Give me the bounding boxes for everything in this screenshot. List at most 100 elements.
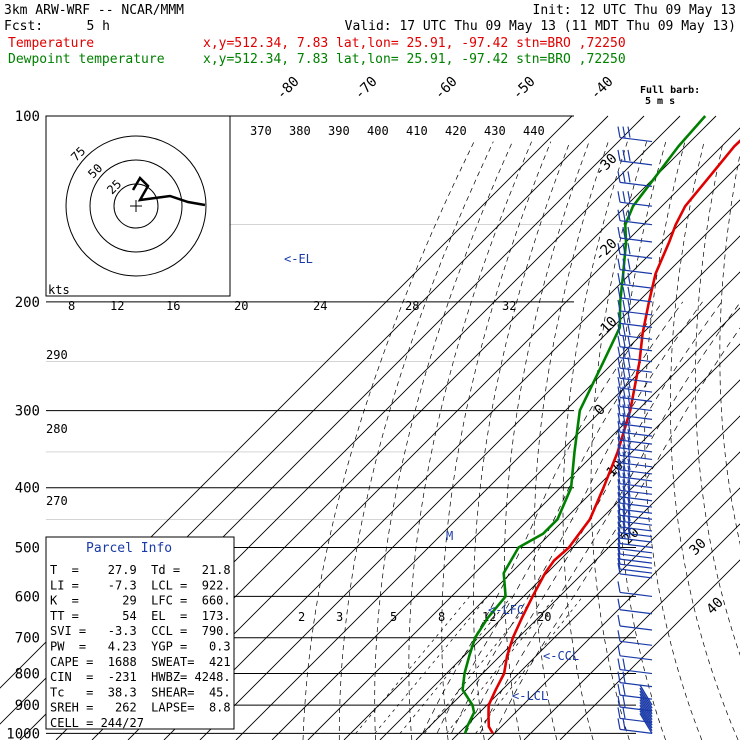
- wind-barb-flag: [627, 429, 631, 441]
- pressure-label-400: 400: [15, 481, 40, 497]
- hodograph: 25 50 75 kts: [45, 115, 231, 297]
- wind-barb-flag: [617, 126, 621, 138]
- wind-barb-staff: [619, 447, 653, 453]
- parcel-info-row: CAPE = 1688 SWEAT= 421: [50, 655, 231, 669]
- wind-barb-flag: [617, 149, 621, 161]
- wind-barb: [617, 510, 653, 526]
- wind-barb-flag: [627, 412, 631, 424]
- hodograph-trace: [131, 175, 206, 207]
- wind-barb-flag: [627, 444, 631, 456]
- wind-barb-flag: [617, 644, 621, 656]
- wind-barb-flag: [622, 335, 626, 347]
- wind-barb-flag: [617, 458, 621, 471]
- dry-adiabat-370: [670, 141, 739, 740]
- pressure-label-700: 700: [15, 631, 40, 647]
- dry-adiabat-270: [374, 141, 513, 740]
- wind-barb-flag: [622, 510, 626, 522]
- wind-barb-flag: [617, 598, 621, 610]
- pressure-label-900: 900: [15, 698, 40, 714]
- moist-adiabat-26: [479, 302, 740, 734]
- wind-barb-flag: [617, 510, 621, 522]
- profiles: [461, 115, 740, 735]
- annotation-el: <-EL: [284, 252, 313, 266]
- wind-barb-flag: [627, 510, 631, 522]
- wind-barb-flag: [617, 542, 621, 555]
- wind-barb-flag: [622, 658, 626, 670]
- wind-barb-flag: [622, 504, 626, 516]
- mixr-label-upper-8: 8: [68, 299, 75, 313]
- wind-barb-flag: [622, 718, 626, 730]
- parcel-info-row: CIN = -231 HWBZ= 4248.: [50, 670, 231, 684]
- wind-barb-flag: [617, 312, 621, 324]
- wind-barb-flag: [627, 258, 631, 270]
- wind-barb-flag: [617, 695, 621, 708]
- wind-barb: [617, 515, 653, 532]
- isotherm--50: [199, 199, 740, 740]
- annotation-lcl: <-LCL: [512, 689, 548, 703]
- theta-label-430: 430: [484, 124, 506, 138]
- wind-barb: [617, 149, 653, 166]
- wind-barb-flag: [627, 485, 631, 497]
- mixr-label-upper-32: 32: [502, 299, 516, 313]
- isotherm--40: [235, 235, 740, 740]
- wind-barb: [617, 644, 653, 661]
- temperature-profile: [487, 139, 740, 735]
- wind-barb-flag: [622, 429, 626, 441]
- wind-barb-staff: [619, 405, 653, 412]
- wind-barb-flag: [622, 671, 626, 683]
- wind-barb-flag: [627, 458, 631, 471]
- pressure-label-800: 800: [15, 667, 40, 683]
- wind-barb-flag: [622, 485, 626, 497]
- wind-barb: [617, 532, 653, 549]
- temp-label-30: 30: [687, 536, 710, 559]
- wind-barb-staff: [619, 310, 653, 316]
- wind-barb-staff: [619, 609, 653, 615]
- wind-barb-flag: [627, 126, 631, 138]
- wind-barb-staff: [619, 483, 653, 489]
- wind-barb-low: [639, 713, 653, 734]
- wind-barb-staff: [619, 531, 653, 538]
- wind-barb: [617, 286, 653, 303]
- wind-barb-flag: [617, 299, 621, 312]
- wind-barb-flag: [627, 465, 631, 478]
- wind-barb-staff: [619, 367, 653, 373]
- wind-barb-staff: [619, 423, 653, 429]
- wind-barb-staff: [619, 387, 653, 393]
- wind-barb-flag: [627, 386, 631, 398]
- parcel-info-row: Tc = 38.3 SHEAR= 45.: [50, 685, 231, 699]
- wind-barb-flag: [622, 367, 626, 379]
- mixr-label-upper-16: 16: [166, 299, 180, 313]
- mixr-label-lower-2: 2: [298, 610, 305, 624]
- wind-barb-flag: [622, 479, 626, 491]
- wind-barb-flag: [627, 479, 631, 491]
- annotation-m: M: [446, 529, 453, 543]
- wind-barb-flag: [627, 324, 631, 336]
- wind-barb: [617, 498, 653, 514]
- pressure-label-100: 100: [15, 109, 40, 125]
- isotherm-40: [523, 523, 740, 740]
- wind-barb-staff: [619, 377, 653, 383]
- wind-barb-flag: [617, 532, 621, 544]
- parcel-info-title: Parcel Info: [86, 541, 172, 556]
- isotherm-30: [487, 487, 740, 740]
- wind-barb: [617, 718, 653, 734]
- wind-barb-staff: [619, 334, 653, 340]
- wind-barb-staff: [619, 591, 653, 598]
- wind-barb-staff: [619, 548, 653, 554]
- wind-barb-flag: [617, 412, 621, 424]
- wind-barb-staff: [619, 476, 653, 482]
- wind-barb-flag: [617, 429, 621, 441]
- wind-barb-staff: [619, 537, 653, 543]
- wind-barb-flag: [622, 126, 626, 138]
- wind-barb-flag: [617, 614, 621, 627]
- wind-barb: [617, 346, 653, 363]
- moist-adiabat-22: [465, 301, 723, 734]
- wind-barb-flag: [617, 504, 621, 516]
- theta-low-label-270: 270: [46, 494, 68, 508]
- wind-barb-flag: [627, 286, 631, 298]
- temp-label-40: 40: [704, 595, 727, 618]
- dry-adiabat-360: [644, 141, 703, 740]
- wind-barb: [617, 386, 653, 403]
- isotherm--20: [307, 307, 740, 740]
- dry-adiabat-350: [617, 141, 667, 740]
